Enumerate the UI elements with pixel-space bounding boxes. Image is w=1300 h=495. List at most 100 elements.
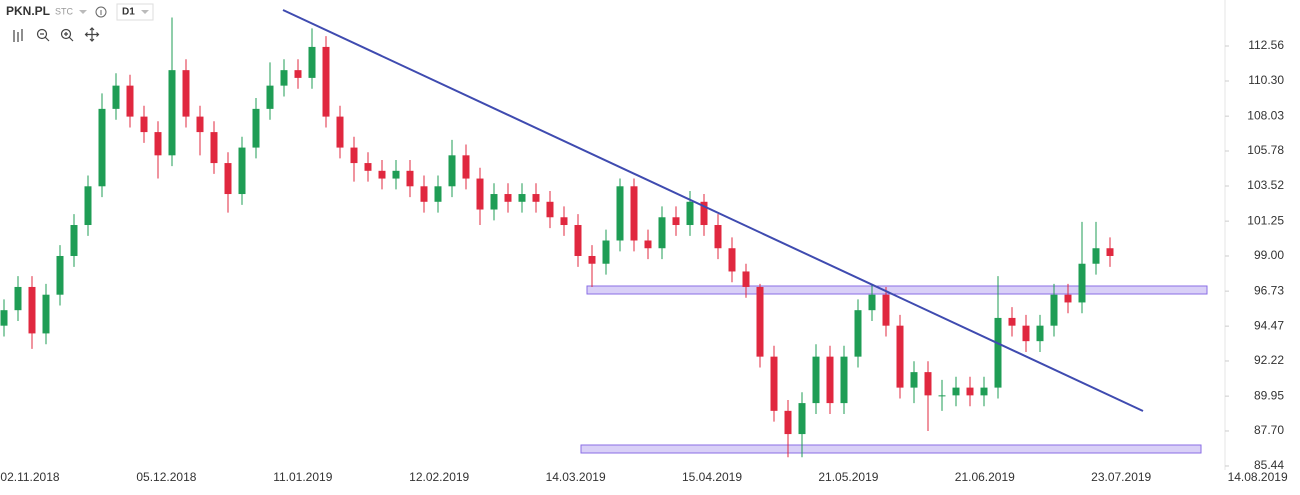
candle-body — [924, 372, 932, 396]
candle-body — [0, 310, 8, 326]
candle-body — [406, 170, 414, 187]
candle-body — [266, 85, 274, 109]
candle-body — [770, 356, 778, 411]
candle-body — [70, 225, 78, 256]
candle-body — [812, 356, 820, 404]
candle-body — [1050, 294, 1058, 326]
candle-body — [462, 155, 470, 179]
candle-body — [14, 286, 22, 311]
interval-box[interactable] — [116, 3, 154, 21]
candle-body — [938, 395, 946, 397]
y-tick-label: 103.52 — [1247, 178, 1284, 192]
candle-body — [182, 70, 190, 117]
candle-body — [168, 70, 176, 156]
y-tick-label: 108.03 — [1247, 108, 1284, 122]
candle-body — [196, 116, 204, 133]
symbol: PKN.PL — [6, 4, 50, 18]
candle-body — [644, 240, 652, 249]
candle-body — [798, 403, 806, 435]
x-tick-label: 21.06.2019 — [955, 470, 1015, 484]
candle-body — [1106, 248, 1114, 256]
candle-body — [252, 108, 260, 148]
candle-body — [952, 387, 960, 396]
candle-body — [420, 186, 428, 202]
candle-body — [56, 255, 64, 295]
candle-body — [1022, 325, 1030, 342]
x-tick-label: 11.01.2019 — [273, 470, 332, 484]
candle-body — [504, 194, 512, 202]
candle-body — [378, 170, 386, 179]
trend-line — [282, 9, 1144, 412]
candle-body — [350, 147, 358, 164]
candle-body — [336, 116, 344, 148]
zoom-out-icon[interactable] — [36, 28, 48, 40]
pan-icon[interactable] — [84, 27, 100, 42]
resistance-zone — [586, 285, 1208, 295]
candle-body — [1008, 317, 1016, 326]
candle-body — [126, 85, 134, 117]
candle-body — [1064, 294, 1072, 303]
market[interactable]: STC — [55, 6, 74, 16]
candle-body — [210, 132, 218, 164]
candle-body — [224, 163, 232, 195]
candle-body — [602, 240, 610, 264]
candle-body — [1036, 325, 1044, 342]
candle-body — [308, 46, 316, 78]
candle-body — [588, 255, 596, 264]
candle-body — [476, 178, 484, 210]
x-tick-label: 14.03.2019 — [546, 470, 606, 484]
x-tick-label: 15.04.2019 — [682, 470, 742, 484]
candle-body — [364, 163, 372, 171]
candle-body — [672, 217, 680, 226]
candles-icon[interactable] — [13, 29, 23, 42]
candle-body — [294, 70, 302, 78]
candle-body — [700, 201, 708, 226]
interval[interactable]: D1 — [122, 7, 135, 18]
candle-body — [98, 108, 106, 187]
y-tick-label: 101.25 — [1247, 213, 1284, 227]
candle-body — [630, 186, 638, 241]
y-tick-label: 94.47 — [1254, 318, 1284, 332]
candle-body — [826, 356, 834, 404]
candle-body — [980, 387, 988, 396]
candle-body — [42, 294, 50, 334]
x-tick-label: 05.12.2018 — [136, 470, 196, 484]
candle-body — [434, 186, 442, 202]
candle-body — [112, 85, 120, 109]
dropdown-arrow[interactable] — [79, 10, 87, 14]
candle-body — [784, 410, 792, 435]
candle-body — [154, 132, 162, 156]
x-tick-label: 21.05.2019 — [818, 470, 878, 484]
interval-arrow — [141, 10, 149, 14]
candle-body — [882, 294, 890, 326]
candle-body — [616, 186, 624, 241]
y-tick-label: 92.22 — [1254, 353, 1284, 367]
candle-body — [392, 170, 400, 179]
x-tick-label: 14.08.2019 — [1228, 470, 1288, 484]
y-tick-label: 110.30 — [1248, 73, 1284, 87]
candle-body — [742, 271, 750, 287]
candle-body — [994, 317, 1002, 388]
y-tick-label: 99.00 — [1254, 248, 1284, 262]
y-tick-label: 96.73 — [1254, 283, 1284, 297]
x-tick-label: 02.11.2018 — [0, 470, 59, 484]
zoom-in-icon[interactable] — [60, 28, 72, 40]
candles — [0, 17, 1114, 458]
candle-body — [28, 286, 36, 334]
y-tick-label: 105.78 — [1247, 143, 1284, 157]
candle-body — [448, 155, 456, 187]
candle-body — [840, 356, 848, 404]
candle-body — [532, 194, 540, 202]
info-icon[interactable] — [95, 6, 107, 18]
x-tick-label: 12.02.2019 — [409, 470, 469, 484]
toolbar — [13, 27, 100, 42]
candle-body — [84, 186, 92, 226]
candle-body — [966, 387, 974, 396]
support-zone — [580, 444, 1202, 454]
candle-body — [854, 310, 862, 357]
y-tick-label: 85.44 — [1254, 458, 1284, 472]
candle-body — [560, 217, 568, 226]
candle-body — [238, 147, 246, 195]
